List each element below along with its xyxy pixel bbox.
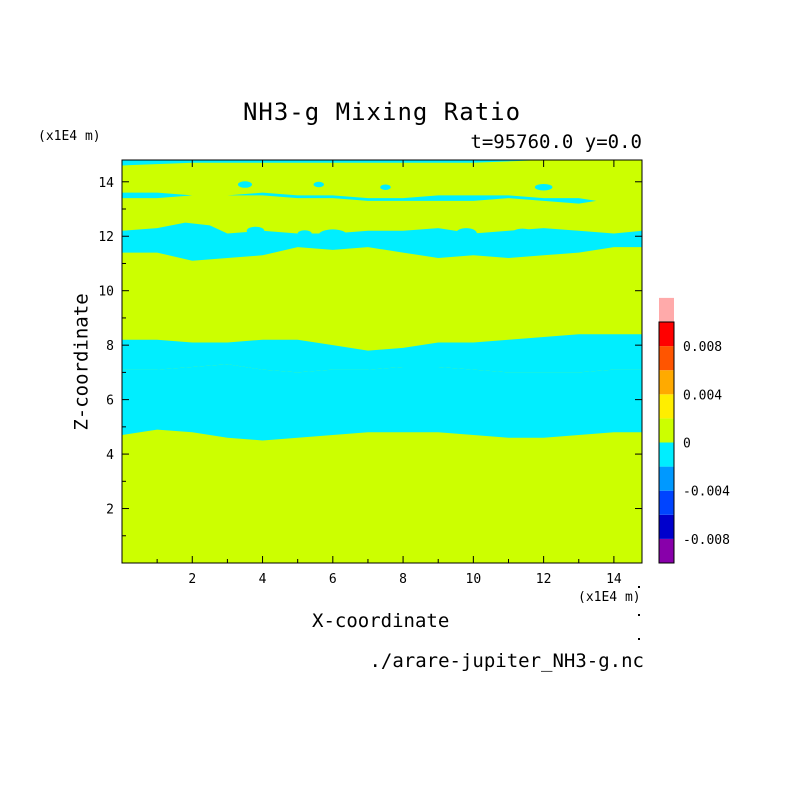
contour-blob	[318, 229, 347, 241]
region-middle-negative-band	[122, 334, 642, 373]
chart-title: NH3-g Mixing Ratio	[242, 98, 522, 126]
region-lower-negative-band	[122, 364, 642, 441]
colorbar-tick-label: -0.004	[683, 485, 730, 500]
colorbar-swatch	[659, 394, 674, 419]
decoration-dot	[638, 614, 640, 616]
colorbar-swatch	[659, 346, 674, 371]
contour-blob	[313, 181, 325, 188]
x-tick-label: 10	[466, 572, 482, 587]
decoration-dot	[638, 586, 640, 588]
colorbar-swatch	[659, 514, 674, 539]
colorbar-swatch	[659, 442, 674, 467]
x-tick-label: 6	[329, 572, 337, 587]
x-tick-label: 14	[606, 572, 622, 587]
colorbar-swatch	[659, 322, 674, 347]
colorbar-swatch	[659, 370, 674, 395]
contour-blob	[512, 228, 534, 239]
colorbar-tick-label: 0.008	[683, 340, 722, 355]
colorbar-tick-label: 0.004	[683, 388, 722, 403]
y-tick-label: 14	[98, 176, 114, 191]
plot-frame	[121, 159, 643, 564]
colorbar-swatch	[659, 490, 674, 515]
y-tick-label: 8	[106, 339, 114, 354]
contour-blob	[534, 183, 553, 191]
contour-regions	[122, 160, 642, 441]
y-tick-label: 2	[106, 503, 114, 518]
source-filename: ./arare-jupiter_NH3-g.nc	[369, 650, 644, 672]
region-thin-negative-streak	[122, 192, 597, 204]
y-tick-label: 10	[98, 285, 114, 300]
contour-blob	[406, 232, 428, 241]
region-top-negative-strip	[122, 160, 642, 166]
x-tick-label: 4	[259, 572, 267, 587]
colorbar-tick-label: -0.008	[683, 533, 730, 548]
x-tick-label: 12	[536, 572, 552, 587]
contour-blob	[355, 231, 381, 242]
colorbar-swatch	[659, 538, 674, 563]
contour-blob	[297, 230, 312, 237]
contour-blob	[237, 181, 252, 188]
x-tick-label: 2	[188, 572, 196, 587]
y-tick-label: 6	[106, 394, 114, 409]
chart-subtitle: t=95760.0 y=0.0	[470, 131, 642, 153]
colorbar-swatch	[659, 297, 674, 322]
colorbar-swatch	[659, 418, 674, 443]
x-axis-unit: (x1E4 m)	[578, 590, 641, 605]
contour-blob	[246, 226, 265, 235]
x-tick-label: 8	[399, 572, 407, 587]
y-axis-label: Z-coordinate	[70, 293, 93, 431]
y-tick-label: 12	[98, 230, 114, 245]
colorbar-frame	[658, 321, 675, 564]
y-tick-label: 4	[106, 448, 114, 463]
colorbar-swatch	[659, 466, 674, 491]
colorbar-tick-label: 0	[683, 437, 691, 452]
contour-blob	[455, 228, 477, 239]
x-axis-label: X-coordinate	[312, 610, 450, 632]
decoration-dot	[638, 638, 640, 640]
y-axis-unit: (x1E4 m)	[38, 129, 101, 144]
contour-blob	[380, 184, 391, 190]
